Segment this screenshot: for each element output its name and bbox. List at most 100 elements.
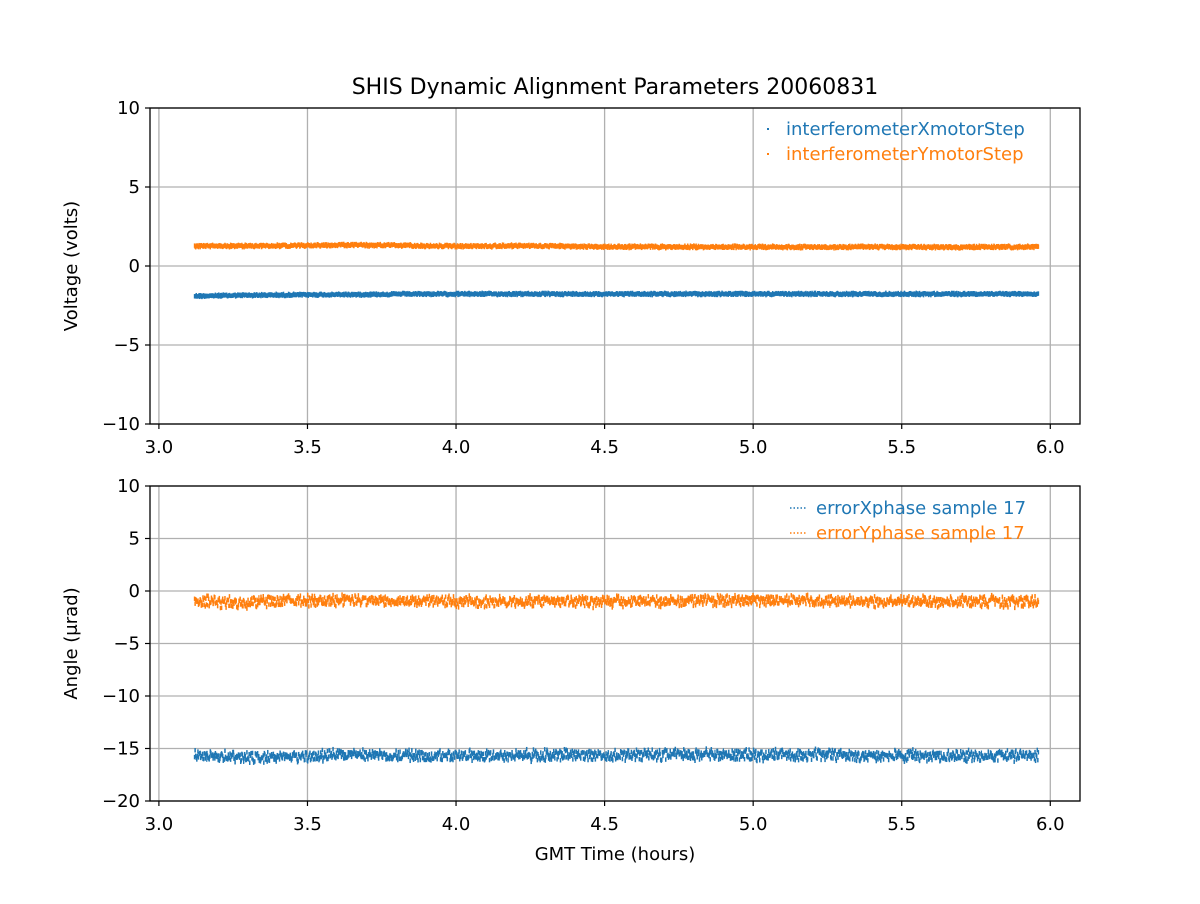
top-x-tick-label: 3.0 xyxy=(145,437,174,458)
data-point xyxy=(928,757,930,761)
data-point xyxy=(675,747,677,751)
data-point xyxy=(550,751,552,755)
data-point xyxy=(931,758,933,762)
data-point xyxy=(217,604,219,608)
data-point xyxy=(756,759,758,763)
data-point xyxy=(997,758,999,762)
data-point xyxy=(507,758,509,762)
data-point xyxy=(676,755,678,759)
data-point xyxy=(880,758,882,762)
data-point xyxy=(452,758,454,762)
data-point xyxy=(926,759,928,763)
data-point xyxy=(279,596,281,600)
data-point xyxy=(322,748,324,752)
data-point xyxy=(622,757,624,761)
data-point xyxy=(557,755,559,759)
data-point xyxy=(364,758,366,762)
top-legend-marker xyxy=(767,153,769,155)
data-point xyxy=(768,749,770,753)
data-point xyxy=(639,757,641,761)
chart-title: SHIS Dynamic Alignment Parameters 200608… xyxy=(352,75,879,100)
data-point xyxy=(413,758,415,762)
data-point xyxy=(542,751,544,755)
data-point xyxy=(776,751,778,755)
data-point xyxy=(303,754,305,758)
data-point xyxy=(852,757,854,761)
data-point xyxy=(239,753,241,757)
data-point xyxy=(224,749,226,753)
data-point xyxy=(366,750,368,754)
data-point xyxy=(916,757,918,761)
data-point xyxy=(451,753,453,757)
data-point xyxy=(483,752,485,756)
data-point xyxy=(914,757,916,761)
data-point xyxy=(666,748,668,752)
data-point xyxy=(939,751,941,755)
data-point xyxy=(614,753,616,757)
data-point xyxy=(858,751,860,755)
data-point xyxy=(537,758,539,762)
data-point xyxy=(974,755,976,759)
data-point xyxy=(306,602,308,606)
data-point xyxy=(575,750,577,754)
data-point xyxy=(418,749,420,753)
data-point xyxy=(789,748,791,752)
data-point xyxy=(849,757,851,761)
data-point xyxy=(417,758,419,762)
data-point xyxy=(308,604,310,608)
data-point xyxy=(832,756,834,760)
data-point xyxy=(619,756,621,760)
data-point xyxy=(971,759,973,763)
data-point xyxy=(270,595,272,599)
top-series-2 xyxy=(194,242,1039,251)
top-y-tick-label: 10 xyxy=(117,98,140,119)
data-point xyxy=(643,752,645,756)
data-point xyxy=(251,596,253,600)
data-point xyxy=(1038,750,1040,754)
data-point xyxy=(1038,291,1040,295)
data-point xyxy=(431,751,433,755)
data-point xyxy=(759,758,761,762)
data-point xyxy=(318,750,320,754)
data-point xyxy=(561,751,563,755)
data-point xyxy=(314,757,316,761)
data-point xyxy=(811,758,813,762)
data-point xyxy=(856,759,858,763)
data-point xyxy=(940,751,942,755)
data-point xyxy=(673,753,675,757)
data-point xyxy=(422,751,424,755)
data-point xyxy=(241,758,243,762)
data-point xyxy=(1013,760,1015,764)
data-point xyxy=(296,752,298,756)
data-point xyxy=(728,750,730,754)
data-point xyxy=(225,605,227,609)
data-point xyxy=(298,601,300,605)
top-legend-label: interferometerYmotorStep xyxy=(786,144,1024,165)
data-point xyxy=(665,757,667,761)
data-point xyxy=(894,757,896,761)
data-point xyxy=(300,603,302,607)
data-point xyxy=(503,758,505,762)
data-point xyxy=(415,749,417,753)
data-point xyxy=(544,747,546,751)
data-point xyxy=(648,756,650,760)
data-point xyxy=(771,749,773,753)
data-point xyxy=(307,593,309,597)
data-point xyxy=(979,751,981,755)
data-point xyxy=(268,602,270,606)
data-point xyxy=(440,753,442,757)
data-point xyxy=(300,593,302,597)
data-point xyxy=(641,758,643,762)
data-point xyxy=(823,750,825,754)
data-point xyxy=(927,752,929,756)
data-point xyxy=(716,754,718,758)
data-point xyxy=(807,757,809,761)
data-point xyxy=(471,759,473,763)
data-point xyxy=(545,755,547,759)
data-point xyxy=(331,601,333,605)
data-point xyxy=(988,749,990,753)
data-point xyxy=(311,594,313,598)
data-point xyxy=(419,754,421,758)
